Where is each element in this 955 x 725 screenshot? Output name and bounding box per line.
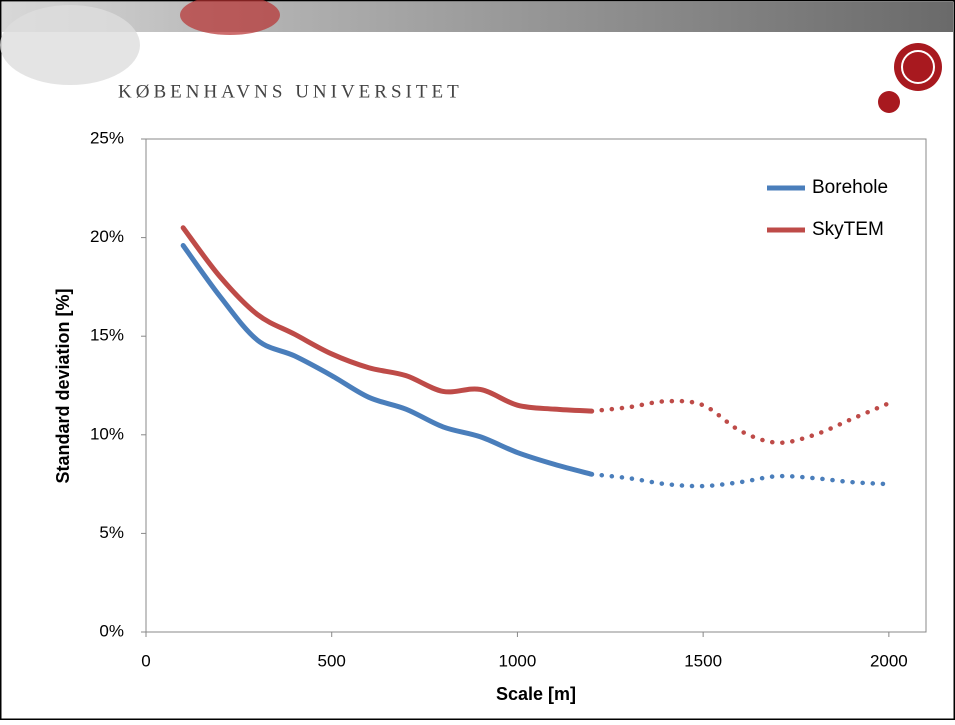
header-title: KØBENHAVNS UNIVERSITET — [118, 81, 463, 102]
legend-label: SkyTEM — [812, 219, 884, 240]
x-tick-label: 1000 — [499, 651, 537, 670]
y-tick-label: 15% — [90, 326, 124, 345]
y-tick-label: 10% — [90, 424, 124, 443]
x-axis-label: Scale [m] — [496, 684, 576, 704]
y-tick-label: 5% — [99, 523, 124, 542]
y-axis-label: Standard deviation [%] — [53, 288, 73, 483]
plot-area — [145, 138, 927, 633]
logo-ring — [901, 50, 935, 84]
y-tick-label: 20% — [90, 227, 124, 246]
series-line-dotted — [589, 398, 892, 445]
x-tick-label: 2000 — [870, 651, 908, 670]
y-tick-label: 0% — [99, 621, 124, 640]
x-tick-label: 500 — [318, 651, 346, 670]
header-band — [2, 2, 953, 32]
series-line — [180, 242, 595, 477]
header-decoration — [180, 0, 280, 35]
x-tick-label: 1500 — [684, 651, 722, 670]
series-line — [180, 225, 595, 414]
legend-label: Borehole — [812, 177, 888, 198]
x-tick-label: 0 — [141, 651, 150, 670]
y-tick-label: 25% — [90, 128, 124, 147]
series-line-dotted — [589, 471, 892, 489]
logo-dot — [878, 91, 900, 113]
seal-image — [0, 5, 140, 85]
